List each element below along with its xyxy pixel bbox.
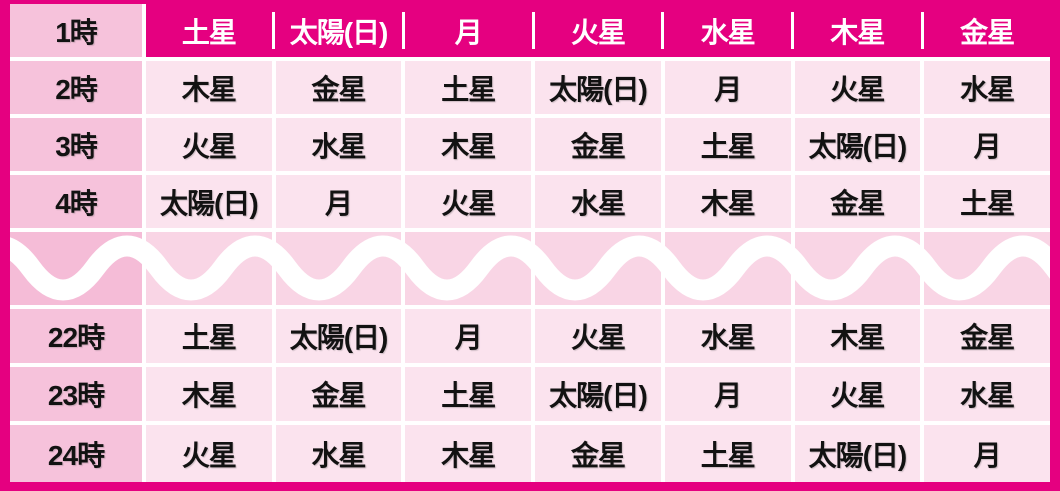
planet-cell: 火星 — [794, 367, 921, 421]
planet-cell: 木星 — [405, 118, 532, 171]
planet-cell: 木星 — [146, 367, 272, 421]
table-grid: 1時 土星 太陽(日) 月 火星 水星 木星 金星 2時 木星 金星 土星 太陽… — [10, 4, 1050, 482]
hour-cell-2: 2時 — [10, 61, 142, 114]
hour-cell-22: 22時 — [10, 309, 142, 363]
hour-cell-4: 4時 — [10, 175, 142, 228]
header-planet-cell: 金星 — [920, 4, 1050, 57]
wave-break-row — [535, 232, 661, 305]
planet-cell: 木星 — [146, 61, 272, 114]
wave-break-row — [10, 232, 142, 305]
planet-cell: 木星 — [664, 175, 791, 228]
planet-cell: 水星 — [924, 61, 1050, 114]
planet-cell: 月 — [275, 175, 402, 228]
planet-cell: 水星 — [664, 309, 791, 363]
planet-cell: 水星 — [535, 175, 661, 228]
planet-cell: 火星 — [535, 309, 661, 363]
planet-cell: 火星 — [146, 425, 272, 482]
planet-cell: 太陽(日) — [535, 367, 661, 421]
planet-cell: 月 — [664, 61, 791, 114]
planet-cell: 金星 — [535, 118, 661, 171]
planet-cell: 土星 — [405, 367, 532, 421]
header-planet-cell: 月 — [401, 4, 532, 57]
hour-cell-24: 24時 — [10, 425, 142, 482]
planet-cell: 太陽(日) — [794, 118, 921, 171]
wave-break-row — [924, 232, 1050, 305]
hour-cell-1: 1時 — [10, 4, 142, 57]
planet-cell: 金星 — [275, 367, 402, 421]
planet-cell: 水星 — [275, 425, 402, 482]
planet-cell: 水星 — [924, 367, 1050, 421]
planet-cell: 月 — [664, 367, 791, 421]
header-planet-cell: 水星 — [660, 4, 791, 57]
planet-cell: 土星 — [146, 309, 272, 363]
wave-break-row — [794, 232, 921, 305]
planet-cell: 土星 — [664, 118, 791, 171]
planet-cell: 火星 — [794, 61, 921, 114]
hour-cell-23: 23時 — [10, 367, 142, 421]
planet-cell: 土星 — [664, 425, 791, 482]
planet-cell: 土星 — [405, 61, 532, 114]
planet-cell: 水星 — [275, 118, 402, 171]
header-planet-cell: 土星 — [146, 4, 272, 57]
planet-cell: 太陽(日) — [146, 175, 272, 228]
wave-break-row — [664, 232, 791, 305]
hour-cell-3: 3時 — [10, 118, 142, 171]
planet-cell: 月 — [924, 425, 1050, 482]
planet-cell: 火星 — [405, 175, 532, 228]
planet-cell: 金星 — [535, 425, 661, 482]
planet-cell: 土星 — [924, 175, 1050, 228]
header-planet-cell: 太陽(日) — [271, 4, 402, 57]
planet-cell: 金星 — [275, 61, 402, 114]
planet-cell: 木星 — [794, 309, 921, 363]
planet-cell: 月 — [405, 309, 532, 363]
planet-cell: 金星 — [924, 309, 1050, 363]
header-planet-cell: 火星 — [531, 4, 661, 57]
wave-break-row — [405, 232, 532, 305]
header-planet-cell: 木星 — [790, 4, 921, 57]
planet-cell: 太陽(日) — [535, 61, 661, 114]
planet-cell: 月 — [924, 118, 1050, 171]
planet-cell: 木星 — [405, 425, 532, 482]
planet-cell: 金星 — [794, 175, 921, 228]
wave-break-row — [275, 232, 402, 305]
planet-cell: 太陽(日) — [794, 425, 921, 482]
planet-cell: 太陽(日) — [275, 309, 402, 363]
planet-cell: 火星 — [146, 118, 272, 171]
wave-break-row — [146, 232, 272, 305]
